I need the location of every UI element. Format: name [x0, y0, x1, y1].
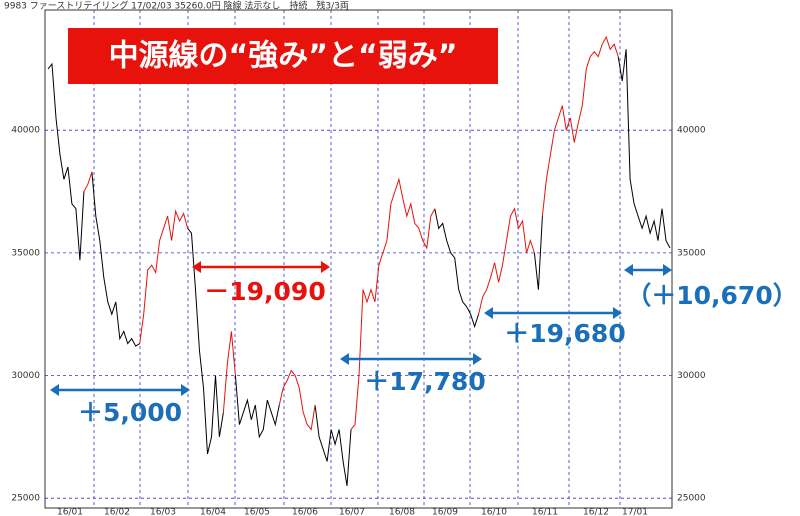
x-tick-label: 17/01 [622, 508, 648, 516]
price-line [83, 35, 619, 431]
y2-tick-label: 40000 [677, 126, 706, 136]
x-tick-label: 16/11 [532, 508, 558, 516]
x-tick-label: 16/06 [292, 508, 318, 516]
y2-tick-label: 25000 [677, 494, 706, 504]
annotation: －19,090 [204, 277, 325, 306]
x-tick-label: 16/05 [244, 508, 270, 516]
header: 9983 ファーストリテイリング 17/02/03 35260.0円 陰線 法示… [4, 0, 349, 12]
y-tick-label: 25000 [11, 494, 40, 504]
x-tick-label: 16/03 [150, 508, 176, 516]
price-line [47, 49, 671, 486]
x-tick-label: 16/08 [389, 508, 415, 516]
x-tick-label: 16/02 [104, 508, 130, 516]
title-box [68, 28, 498, 84]
y2-tick-label: 35000 [677, 248, 706, 258]
y-tick-label: 35000 [11, 248, 40, 258]
chart-title: 中源線の“強み”と“弱み” [109, 39, 458, 74]
plot-frame [44, 9, 673, 509]
x-tick-label: 16/09 [432, 508, 458, 516]
annotation: ＋17,780 [364, 367, 485, 396]
y-tick-label: 30000 [11, 371, 40, 381]
y-tick-label: 40000 [11, 126, 40, 136]
y2-tick-label: 30000 [677, 371, 706, 381]
annotation: （＋10,670） [626, 281, 797, 310]
x-tick-label: 16/07 [339, 508, 365, 516]
annotation: ＋19,680 [504, 319, 625, 348]
x-tick-label: 16/12 [583, 508, 609, 516]
x-tick-label: 16/01 [57, 508, 83, 516]
annotation: ＋5,000 [78, 398, 182, 427]
x-tick-label: 16/04 [200, 508, 226, 516]
x-tick-label: 16/10 [481, 508, 507, 516]
